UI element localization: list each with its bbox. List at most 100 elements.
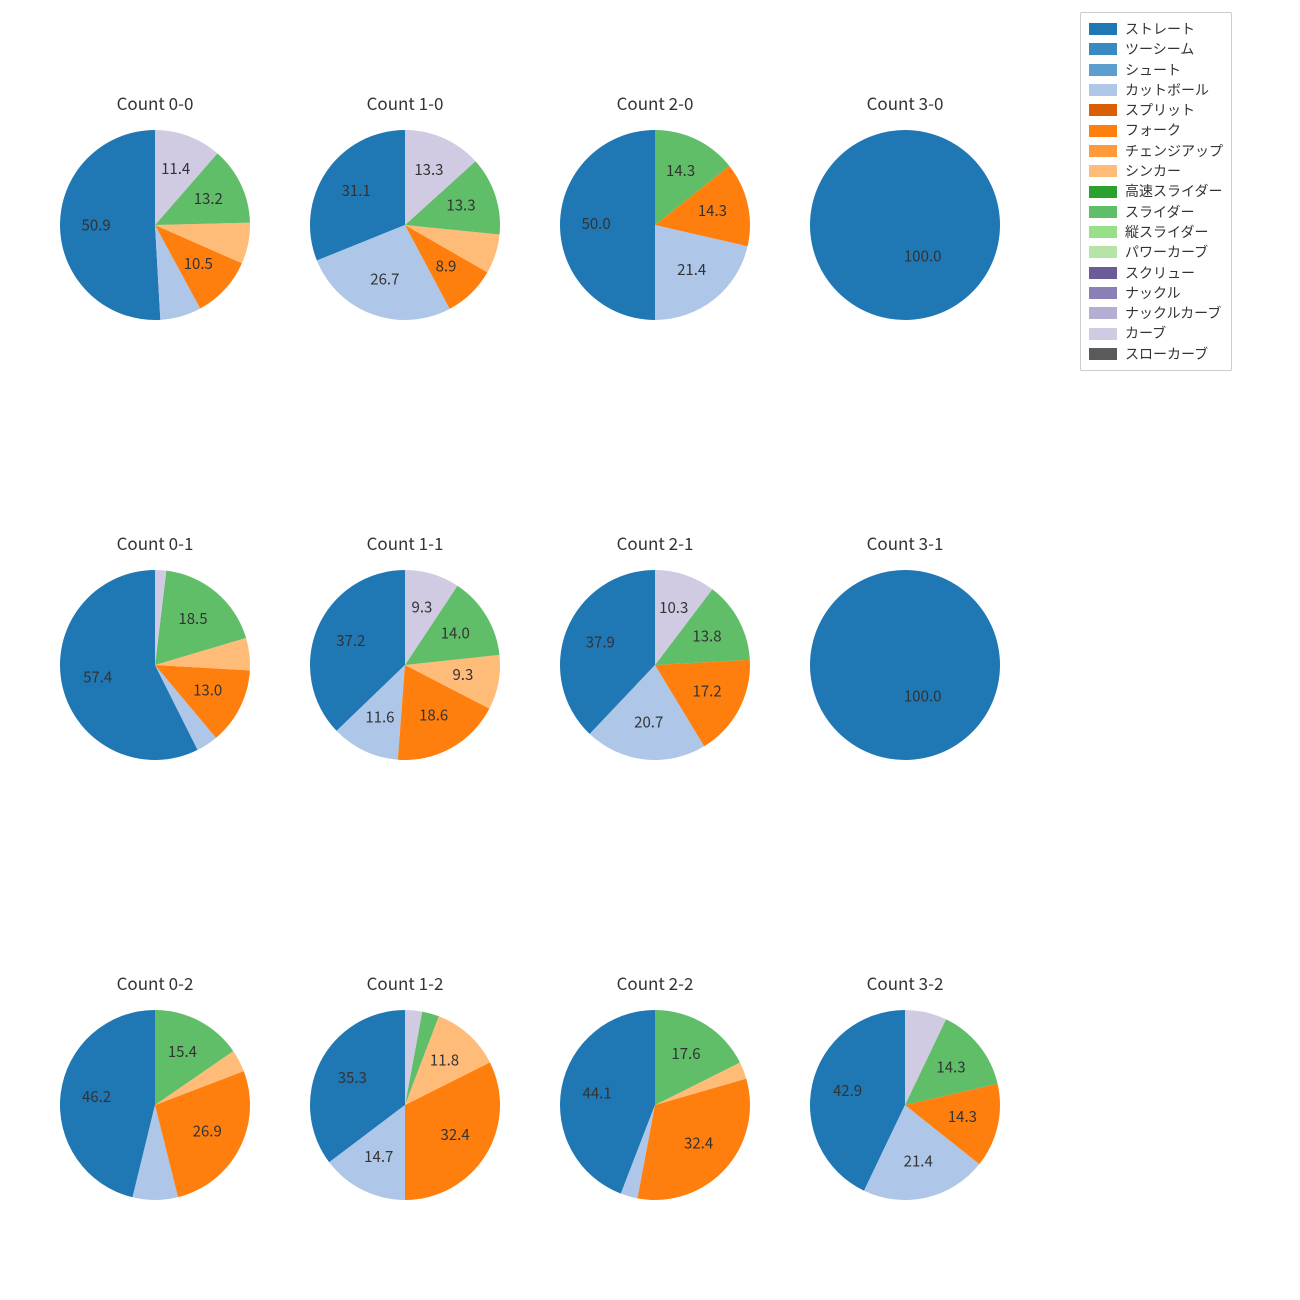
pie-slice-label: 17.6 [671, 1043, 700, 1064]
legend-label: ナックルカーブ [1125, 303, 1221, 323]
pie-slice-label: 32.4 [684, 1133, 713, 1154]
legend-swatch [1089, 145, 1117, 157]
pie-chart: 50.0 21.4 14.314.3 [530, 100, 780, 350]
pie-slice-label: 9.3 [452, 664, 473, 685]
pie-slice-label: 14.7 [364, 1146, 393, 1167]
pie-slice-label: 14.3 [666, 160, 695, 181]
pie-slice-label: 10.5 [184, 253, 213, 274]
pie-slice-label: 11.8 [430, 1049, 459, 1070]
pie-chart: 100.0 [780, 540, 1030, 790]
pie-chart: 44.1 32.4 17.6 [530, 980, 780, 1230]
pie-slice-label: 21.4 [904, 1150, 933, 1171]
pie-slice-label: 13.3 [414, 159, 443, 180]
pie-slice [810, 130, 1000, 320]
pie-slice-label: 31.1 [342, 180, 371, 201]
pie-slice-label: 13.2 [194, 188, 223, 209]
legend-item: スライダー [1089, 202, 1223, 222]
pie-slice-label: 13.8 [692, 625, 721, 646]
legend-label: カットボール [1125, 80, 1209, 100]
pie-slice-label: 50.9 [82, 215, 111, 236]
pie-chart: 42.9 21.4 14.3 14.3 [780, 980, 1030, 1230]
pie-slice-label: 37.9 [586, 631, 615, 652]
legend-item: ストレート [1089, 19, 1223, 39]
pie-slice-label: 26.7 [370, 268, 399, 289]
legend-swatch [1089, 186, 1117, 198]
pie-slice-label: 42.9 [833, 1080, 862, 1101]
legend-item: カットボール [1089, 80, 1223, 100]
pie-slice-label: 15.4 [168, 1041, 197, 1062]
pie-slice-label: 32.4 [441, 1124, 470, 1145]
legend-label: ナックル [1125, 283, 1181, 303]
pie-slice-label: 20.7 [634, 712, 663, 733]
legend-label: シンカー [1125, 161, 1181, 181]
pie-slice-label: 46.2 [82, 1086, 111, 1107]
legend-swatch [1089, 226, 1117, 238]
pie-slice-label: 21.4 [677, 259, 706, 280]
pie-slice-label: 11.6 [365, 706, 394, 727]
legend-item: パワーカーブ [1089, 242, 1223, 262]
legend-swatch [1089, 165, 1117, 177]
legend: ストレートツーシームシュートカットボールスプリットフォークチェンジアップシンカー… [1080, 12, 1232, 371]
legend-item: 高速スライダー [1089, 181, 1223, 201]
pie-slice-label: 11.4 [161, 158, 190, 179]
figure: Count 0-050.910.513.211.4Count 1-031.126… [0, 0, 1300, 1300]
pie-slice-label: 8.9 [436, 255, 457, 276]
pie-slice-label: 37.2 [336, 630, 365, 651]
legend-label: スクリュー [1125, 263, 1195, 283]
legend-item: ツーシーム [1089, 39, 1223, 59]
legend-label: スプリット [1125, 100, 1195, 120]
legend-swatch [1089, 328, 1117, 340]
legend-item: 縦スライダー [1089, 222, 1223, 242]
pie-chart: 35.314.732.411.8 [280, 980, 530, 1230]
pie-chart: 57.4 13.0 18.5 [30, 540, 280, 790]
pie-slice-label: 14.3 [698, 200, 727, 221]
legend-label: ツーシーム [1125, 39, 1194, 59]
pie-slice-label: 26.9 [193, 1120, 222, 1141]
legend-label: カーブ [1125, 323, 1166, 343]
legend-label: パワーカーブ [1125, 242, 1208, 262]
legend-label: スローカーブ [1125, 344, 1208, 364]
legend-swatch [1089, 23, 1117, 35]
legend-label: シュート [1125, 60, 1181, 80]
pie-slice-label: 44.1 [583, 1082, 612, 1103]
pie-slice-label: 17.2 [693, 681, 722, 702]
legend-label: 縦スライダー [1125, 222, 1208, 242]
legend-item: スプリット [1089, 100, 1223, 120]
pie-slice [810, 570, 1000, 760]
legend-item: カーブ [1089, 323, 1223, 343]
legend-item: チェンジアップ [1089, 141, 1223, 161]
pie-slice-label: 50.0 [582, 213, 611, 234]
pie-chart: 46.2 26.9 15.4 [30, 980, 280, 1230]
legend-label: チェンジアップ [1125, 141, 1223, 161]
pie-slice-label: 13.0 [193, 679, 222, 700]
legend-swatch [1089, 267, 1117, 279]
pie-slice-label: 13.3 [446, 195, 475, 216]
legend-item: シュート [1089, 60, 1223, 80]
legend-swatch [1089, 125, 1117, 137]
legend-item: ナックル [1089, 283, 1223, 303]
legend-swatch [1089, 43, 1117, 55]
legend-label: スライダー [1125, 202, 1194, 222]
legend-swatch [1089, 104, 1117, 116]
pie-slice-label: 14.3 [936, 1056, 965, 1077]
pie-chart: 50.9 10.5 13.211.4 [30, 100, 280, 350]
pie-slice-label: 14.0 [441, 622, 470, 643]
pie-chart: 31.1 26.7 8.9 13.313.3 [280, 100, 530, 350]
pie-chart: 37.211.618.69.314.09.3 [280, 540, 530, 790]
pie-slice-label: 9.3 [412, 597, 433, 618]
pie-slice-label: 57.4 [83, 667, 112, 688]
legend-item: スローカーブ [1089, 344, 1223, 364]
pie-slice-label: 18.6 [419, 705, 448, 726]
legend-swatch [1089, 206, 1117, 218]
legend-swatch [1089, 64, 1117, 76]
legend-item: シンカー [1089, 161, 1223, 181]
pie-slice-label: 100.0 [904, 685, 941, 706]
pie-slice-label: 100.0 [904, 245, 941, 266]
legend-label: ストレート [1125, 19, 1195, 39]
legend-item: ナックルカーブ [1089, 303, 1223, 323]
pie-slice-label: 10.3 [659, 597, 688, 618]
pie-slice-label: 14.3 [948, 1106, 977, 1127]
pie-slice-label: 18.5 [178, 608, 207, 629]
legend-item: スクリュー [1089, 263, 1223, 283]
pie-chart: 37.9 20.7 17.2 13.810.3 [530, 540, 780, 790]
